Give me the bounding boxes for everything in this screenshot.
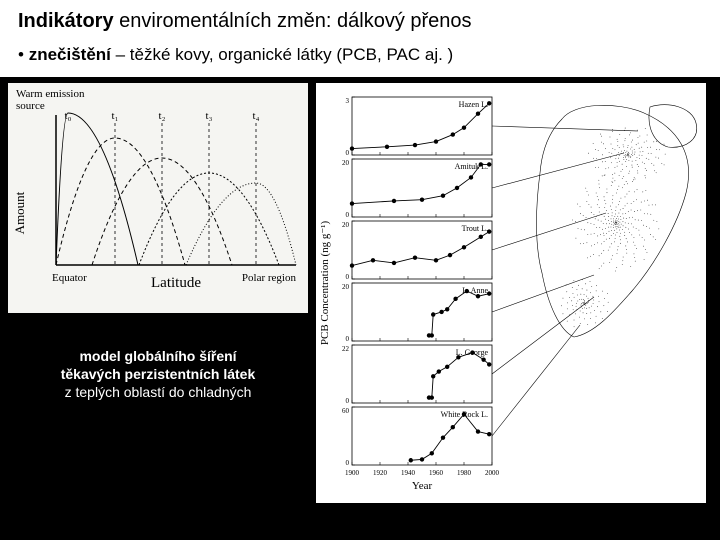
- title-rest: enviromentálních změn: dálkový přenos: [114, 10, 472, 32]
- left-caption: model globálního šíření těkavých perzist…: [8, 347, 308, 402]
- pcb-figure: Hazen L.03Amituk L.020Trout L.020L. Anne…: [316, 83, 706, 503]
- svg-text:60: 60: [342, 407, 350, 415]
- bullet-bold: znečištění: [29, 45, 111, 64]
- svg-text:Hazen L.: Hazen L.: [459, 100, 488, 109]
- svg-text:0: 0: [346, 273, 350, 281]
- svg-text:Amount: Amount: [12, 191, 27, 234]
- caption-line1: model globálního šíření: [79, 348, 236, 364]
- svg-text:Equator: Equator: [52, 272, 87, 284]
- svg-text:0: 0: [346, 335, 350, 343]
- bullet-rest: – těžké kovy, organické látky (PCB, PAC …: [111, 45, 453, 64]
- left-column: Warm emissionsourceAmountt₀t₁t₂t₃t₄Equat…: [8, 83, 308, 503]
- svg-text:t₁: t₁: [112, 110, 119, 122]
- svg-text:0: 0: [346, 211, 350, 219]
- svg-text:22: 22: [342, 345, 350, 353]
- svg-text:0: 0: [346, 149, 350, 157]
- title-bold: Indikátory: [18, 10, 114, 32]
- svg-text:1940: 1940: [401, 469, 416, 477]
- svg-text:t₃: t₃: [206, 110, 213, 122]
- svg-text:0: 0: [346, 459, 350, 467]
- slide-title: Indikátory enviromentálních změn: dálkov…: [0, 0, 720, 39]
- svg-text:1920: 1920: [373, 469, 388, 477]
- svg-text:2000: 2000: [485, 469, 500, 477]
- caption-line2: těkavých perzistentních látek: [61, 366, 256, 382]
- svg-text:Trout L.: Trout L.: [462, 224, 488, 233]
- svg-text:source: source: [16, 100, 45, 112]
- svg-text:PCB Concentration (ng g⁻¹): PCB Concentration (ng g⁻¹): [319, 221, 331, 346]
- svg-text:Polar region: Polar region: [242, 272, 297, 284]
- amount-latitude-chart: Warm emissionsourceAmountt₀t₁t₂t₃t₄Equat…: [8, 83, 308, 313]
- svg-text:1960: 1960: [429, 469, 444, 477]
- svg-text:0: 0: [346, 397, 350, 405]
- svg-text:20: 20: [342, 283, 350, 291]
- caption-line3: z teplých oblastí do chladných: [65, 384, 252, 400]
- svg-text:20: 20: [342, 221, 350, 229]
- svg-text:1980: 1980: [457, 469, 472, 477]
- svg-text:Year: Year: [412, 480, 433, 492]
- bullet-row: • znečištění – těžké kovy, organické lát…: [0, 39, 720, 77]
- svg-text:t₂: t₂: [159, 110, 166, 122]
- svg-text:3: 3: [346, 97, 350, 105]
- content-area: Warm emissionsourceAmountt₀t₁t₂t₃t₄Equat…: [0, 77, 720, 503]
- svg-text:t₄: t₄: [253, 110, 260, 122]
- svg-text:Latitude: Latitude: [151, 275, 201, 291]
- svg-text:Warm emission: Warm emission: [16, 88, 85, 100]
- svg-text:1900: 1900: [345, 469, 360, 477]
- svg-text:20: 20: [342, 159, 350, 167]
- svg-text:Amituk L.: Amituk L.: [455, 162, 488, 171]
